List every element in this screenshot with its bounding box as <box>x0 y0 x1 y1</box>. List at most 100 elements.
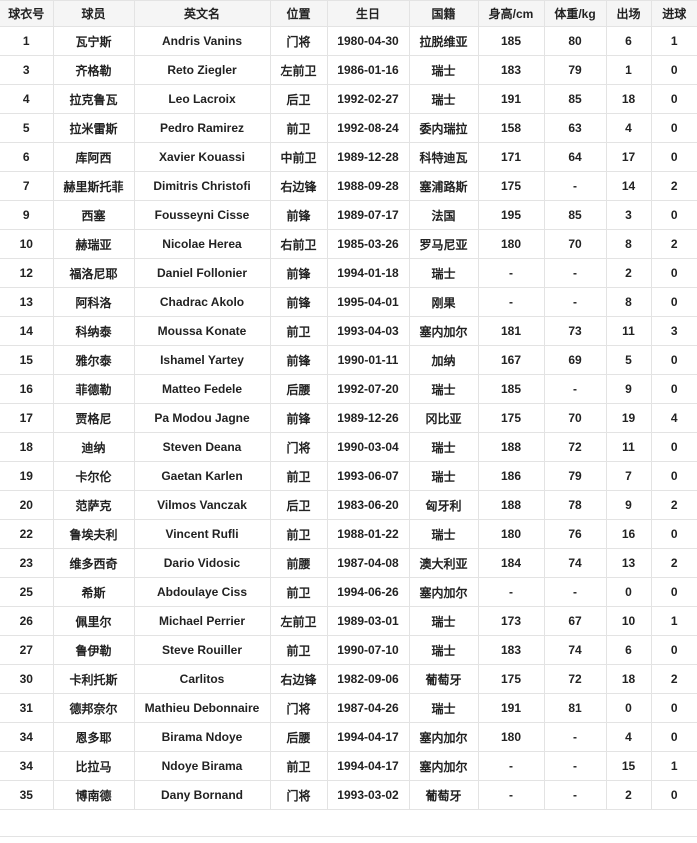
cell-name-en: Leo Lacroix <box>133 84 271 114</box>
cell-birthday: 1990-01-11 <box>326 345 410 375</box>
cell-position: 门将 <box>269 26 328 56</box>
cell-name-en: Dario Vidosic <box>133 548 271 578</box>
table-row: 5 拉米雷斯 Pedro Ramirez 前卫 1992-08-24 委内瑞拉 158 63 4… <box>0 113 697 143</box>
cell-height: 185 <box>477 374 545 404</box>
table-row: 4 拉克鲁瓦 Leo Lacroix 后卫 1992-02-27 瑞士 191 85 18 0 <box>0 84 697 114</box>
cell-birthday: 1994-04-17 <box>326 751 410 781</box>
cell-weight: 85 <box>543 200 607 230</box>
cell-nationality: 瑞士 <box>408 258 479 288</box>
cell-number: 14 <box>0 316 54 346</box>
table-row: 7 赫里斯托菲 Dimitris Christofi 右边锋 1988-09-28 塞浦路… <box>0 171 697 201</box>
cell-weight: - <box>543 287 607 317</box>
cell-name-cn: 库阿西 <box>52 142 135 172</box>
cell-number: 27 <box>0 635 54 665</box>
cell-name-cn: 鲁伊勒 <box>52 635 135 665</box>
cell-name-en: Abdoulaye Ciss <box>133 577 271 607</box>
cell-appearances: 14 <box>605 171 652 201</box>
cell-goals: 0 <box>650 142 697 172</box>
cell-appearances: 13 <box>605 548 652 578</box>
cell-weight: 69 <box>543 345 607 375</box>
cell-birthday: 1989-07-17 <box>326 200 410 230</box>
cell-number: 22 <box>0 519 54 549</box>
cell-position: 前卫 <box>269 113 328 143</box>
cell-name-en: Pedro Ramirez <box>133 113 271 143</box>
cell-appearances: 4 <box>605 113 652 143</box>
cell-height: 183 <box>477 635 545 665</box>
cell-height: 180 <box>477 722 545 752</box>
cell-birthday: 1985-03-26 <box>326 229 410 259</box>
cell-goals: 0 <box>650 258 697 288</box>
cell-name-cn: 科纳泰 <box>52 316 135 346</box>
cell-weight: 73 <box>543 316 607 346</box>
cell-name-en: Moussa Konate <box>133 316 271 346</box>
cell-birthday: 1993-03-02 <box>326 780 410 810</box>
table-row: 25 希斯 Abdoulaye Ciss 前卫 1994-06-26 塞内加尔 - -0 0 <box>0 577 697 607</box>
cell-height: 180 <box>477 229 545 259</box>
cell-goals: 0 <box>650 577 697 607</box>
table-row: 26 佩里尔 Michael Perrier 左前卫 1989-03-01 瑞士 173 67… <box>0 606 697 636</box>
cell-goals: 0 <box>650 519 697 549</box>
cell-position: 中前卫 <box>269 142 328 172</box>
cell-appearances: 1 <box>605 55 652 85</box>
cell-name-cn: 赫瑞亚 <box>52 229 135 259</box>
cell-name-en: Matteo Fedele <box>133 374 271 404</box>
cell-nationality: 瑞士 <box>408 606 479 636</box>
cell-goals: 0 <box>650 432 697 462</box>
cell-goals: 2 <box>650 171 697 201</box>
cell-number: 9 <box>0 200 54 230</box>
cell-weight: - <box>543 780 607 810</box>
cell-position: 前卫 <box>269 461 328 491</box>
cell-appearances: 9 <box>605 374 652 404</box>
cell-name-cn: 佩里尔 <box>52 606 135 636</box>
column-header-nationality: 国籍 <box>408 0 479 27</box>
cell-height: 185 <box>477 26 545 56</box>
cell-goals: 0 <box>650 345 697 375</box>
cell-birthday: 1995-04-01 <box>326 287 410 317</box>
cell-number: 25 <box>0 577 54 607</box>
cell-height: 188 <box>477 432 545 462</box>
cell-position: 后卫 <box>269 490 328 520</box>
cell-nationality: 拉脱维亚 <box>408 26 479 56</box>
table-row: 6 库阿西 Xavier Kouassi 中前卫 1989-12-28 科特迪瓦 171 64… <box>0 142 697 172</box>
cell-name-cn: 拉米雷斯 <box>52 113 135 143</box>
cell-birthday: 1989-12-28 <box>326 142 410 172</box>
cell-birthday: 1983-06-20 <box>326 490 410 520</box>
cell-nationality: 瑞士 <box>408 374 479 404</box>
cell-number: 4 <box>0 84 54 114</box>
cell-goals: 0 <box>650 461 697 491</box>
cell-weight: - <box>543 577 607 607</box>
cell-name-cn: 卡尔伦 <box>52 461 135 491</box>
cell-position: 左前卫 <box>269 55 328 85</box>
table-row: 18 迪纳 Steven Deana 门将 1990-03-04 瑞士 188 72 11 0 <box>0 432 697 462</box>
table-row: 23 维多西奇 Dario Vidosic 前腰 1987-04-08 澳大利亚 184 74… <box>0 548 697 578</box>
cell-birthday: 1994-06-26 <box>326 577 410 607</box>
cell-name-en: Ndoye Birama <box>133 751 271 781</box>
cell-goals: 1 <box>650 606 697 636</box>
cell-height: 175 <box>477 171 545 201</box>
cell-birthday: 1992-02-27 <box>326 84 410 114</box>
cell-name-en: Michael Perrier <box>133 606 271 636</box>
cell-name-en: Dany Bornand <box>133 780 271 810</box>
cell-name-cn: 迪纳 <box>52 432 135 462</box>
cell-weight: - <box>543 751 607 781</box>
table-row: 35 博南德 Dany Bornand 门将 1993-03-02 葡萄牙 - -2 0 <box>0 780 697 810</box>
column-header-height: 身高/cm <box>477 0 545 27</box>
cell-goals: 0 <box>650 55 697 85</box>
cell-weight: 85 <box>543 84 607 114</box>
cell-weight: 63 <box>543 113 607 143</box>
cell-position: 右边锋 <box>269 664 328 694</box>
cell-nationality: 瑞士 <box>408 461 479 491</box>
cell-position: 门将 <box>269 432 328 462</box>
cell-name-cn: 西塞 <box>52 200 135 230</box>
cell-nationality: 委内瑞拉 <box>408 113 479 143</box>
cell-name-en: Andris Vanins <box>133 26 271 56</box>
cell-name-cn: 维多西奇 <box>52 548 135 578</box>
cell-name-en: Xavier Kouassi <box>133 142 271 172</box>
cell-name-cn: 福洛尼耶 <box>52 258 135 288</box>
cell-appearances: 18 <box>605 84 652 114</box>
cell-height: 188 <box>477 490 545 520</box>
cell-birthday: 1990-07-10 <box>326 635 410 665</box>
column-header-position: 位置 <box>269 0 328 27</box>
cell-name-en: Carlitos <box>133 664 271 694</box>
cell-appearances: 3 <box>605 200 652 230</box>
